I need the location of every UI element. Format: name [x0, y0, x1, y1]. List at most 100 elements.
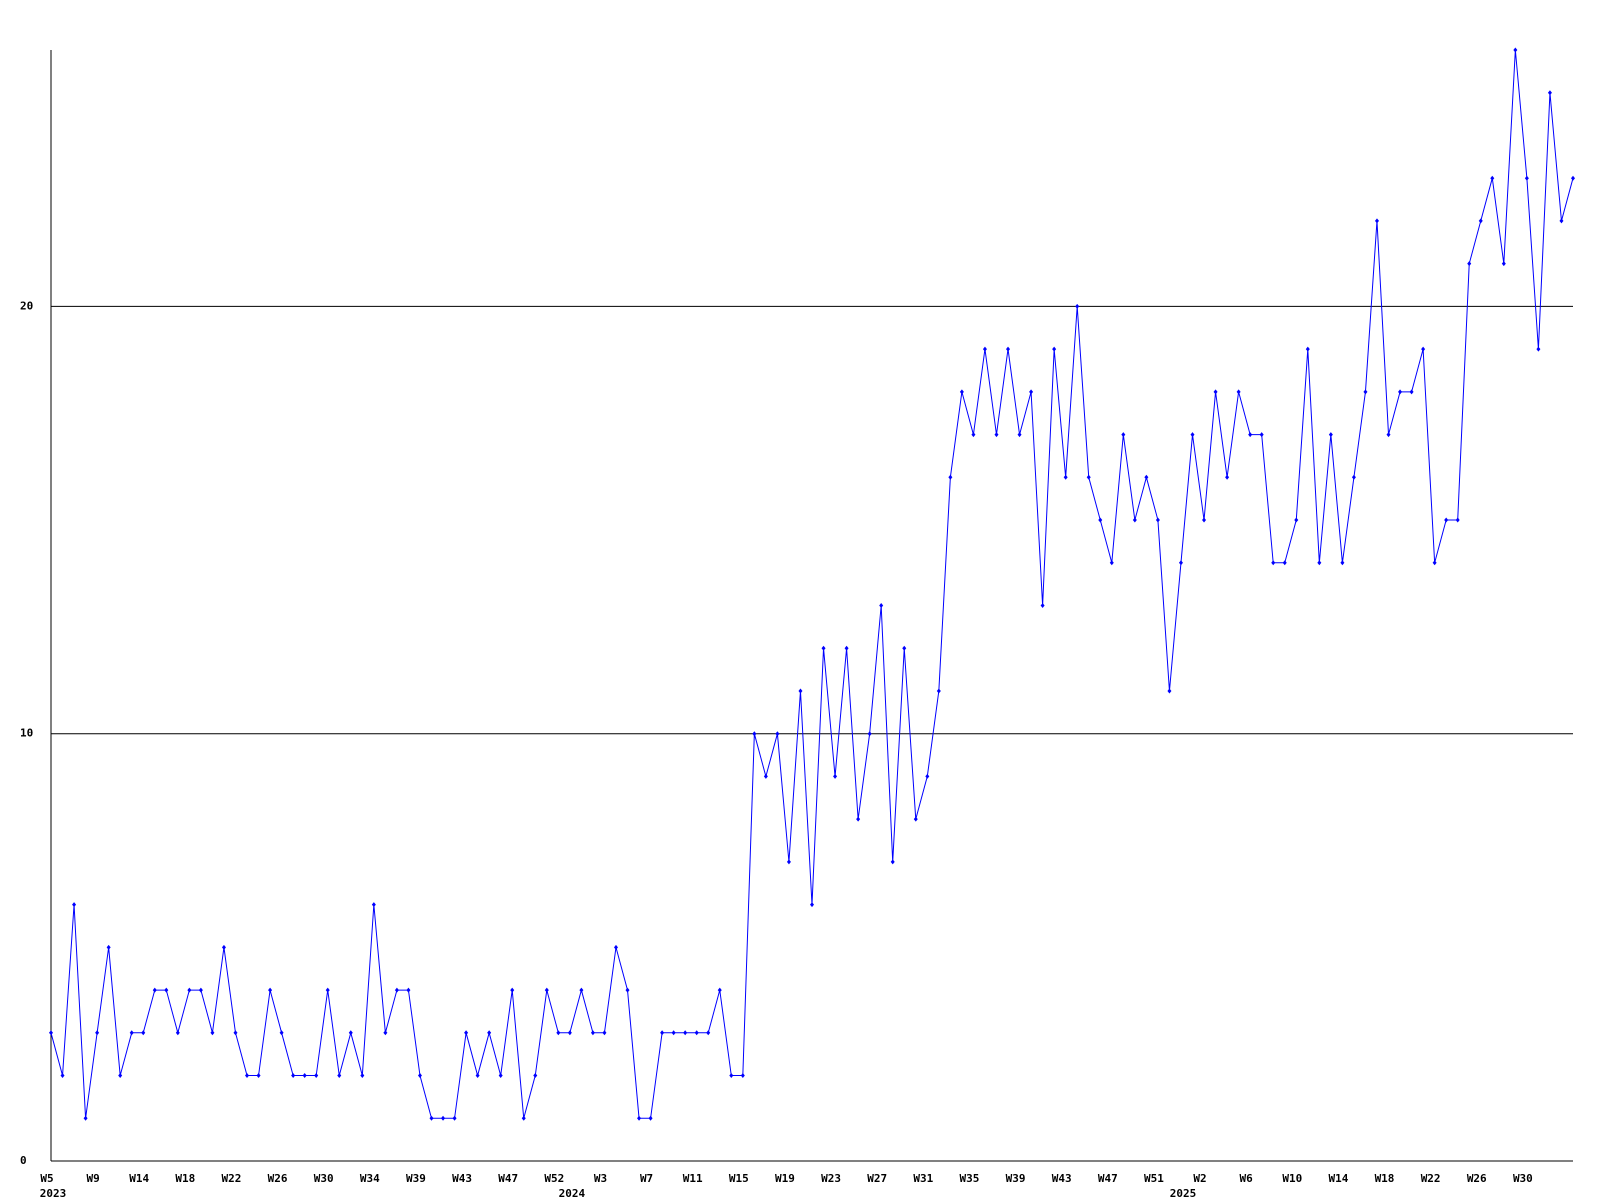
- x-tick-label: W19: [775, 1172, 795, 1185]
- point: [648, 1115, 653, 1121]
- point: [521, 1115, 526, 1121]
- point: [210, 1030, 215, 1036]
- point: [371, 902, 376, 908]
- point: [729, 1073, 734, 1079]
- year-label: 2025: [1170, 1187, 1197, 1200]
- point: [1040, 603, 1045, 608]
- x-tick-label: W14: [1328, 1172, 1348, 1185]
- x-tick-label: W23: [821, 1172, 841, 1185]
- point: [752, 731, 757, 737]
- point: [1455, 517, 1460, 523]
- point: [1398, 389, 1403, 395]
- point: [291, 1073, 296, 1079]
- point: [567, 1030, 572, 1036]
- point: [1328, 432, 1333, 438]
- point: [383, 1030, 388, 1036]
- x-tick-label: W27: [867, 1172, 887, 1185]
- x-tick-label: W18: [1375, 1172, 1395, 1185]
- point: [1547, 90, 1552, 96]
- x-tick-label: W9: [86, 1172, 99, 1185]
- point: [417, 1073, 422, 1079]
- point: [1351, 474, 1356, 480]
- x-tick-label: W7: [640, 1172, 653, 1185]
- point: [429, 1115, 434, 1121]
- point: [1467, 261, 1472, 267]
- point: [1086, 474, 1091, 480]
- point: [971, 432, 976, 438]
- x-tick-label: W43: [1052, 1172, 1072, 1185]
- point: [833, 773, 838, 779]
- y-tick-label: 20: [20, 299, 33, 312]
- point: [60, 1073, 65, 1079]
- point: [1063, 474, 1068, 480]
- point: [1432, 560, 1437, 566]
- point: [1490, 175, 1495, 181]
- point: [1167, 688, 1172, 694]
- point: [1386, 432, 1391, 438]
- point: [1444, 517, 1449, 523]
- point: [152, 987, 157, 993]
- point: [1282, 560, 1287, 566]
- x-tick-label: W22: [222, 1172, 242, 1185]
- x-tick-label: W30: [314, 1172, 334, 1185]
- point: [994, 432, 999, 438]
- point: [314, 1073, 319, 1079]
- point: [1421, 346, 1426, 352]
- point: [1571, 175, 1575, 181]
- point: [717, 987, 722, 993]
- point: [1178, 560, 1183, 566]
- point: [936, 688, 941, 694]
- x-tick-label: W15: [729, 1172, 749, 1185]
- x-tick-label: W11: [683, 1172, 703, 1185]
- point: [775, 731, 780, 737]
- point: [913, 816, 918, 822]
- point: [590, 1030, 595, 1036]
- point: [302, 1073, 307, 1079]
- point: [982, 346, 987, 352]
- point: [1294, 517, 1299, 523]
- point: [579, 987, 584, 993]
- point: [348, 1030, 353, 1036]
- point: [1202, 517, 1207, 523]
- point: [233, 1030, 238, 1036]
- point: [533, 1073, 538, 1079]
- point: [337, 1073, 342, 1079]
- point: [1559, 218, 1564, 224]
- point: [1513, 47, 1518, 53]
- point: [1501, 261, 1506, 267]
- point: [740, 1073, 745, 1079]
- year-label: 2024: [559, 1187, 586, 1200]
- point: [1029, 389, 1034, 395]
- x-tick-label: W39: [1006, 1172, 1026, 1185]
- x-tick-label: W39: [406, 1172, 426, 1185]
- point: [175, 1030, 180, 1036]
- point: [1144, 474, 1149, 480]
- point: [475, 1073, 480, 1079]
- point: [1190, 432, 1195, 438]
- point: [106, 944, 111, 950]
- point: [1524, 175, 1529, 181]
- point: [1305, 346, 1310, 352]
- x-tick-label: W26: [1467, 1172, 1487, 1185]
- point: [1374, 218, 1379, 224]
- point: [810, 902, 814, 908]
- point: [1075, 303, 1080, 309]
- x-tick-label: W3: [594, 1172, 607, 1185]
- point: [1006, 346, 1011, 352]
- point: [360, 1073, 365, 1079]
- point: [1225, 474, 1230, 480]
- point: [637, 1115, 642, 1121]
- point: [1259, 432, 1264, 438]
- point: [256, 1073, 261, 1079]
- point: [1098, 517, 1103, 523]
- point: [706, 1030, 711, 1036]
- point: [1536, 346, 1541, 352]
- y-tick-label: 0: [20, 1154, 27, 1167]
- point: [959, 389, 964, 395]
- point: [867, 731, 872, 737]
- point: [487, 1030, 492, 1036]
- point: [660, 1030, 665, 1036]
- point: [441, 1115, 446, 1121]
- point: [221, 944, 226, 950]
- point: [1478, 218, 1483, 224]
